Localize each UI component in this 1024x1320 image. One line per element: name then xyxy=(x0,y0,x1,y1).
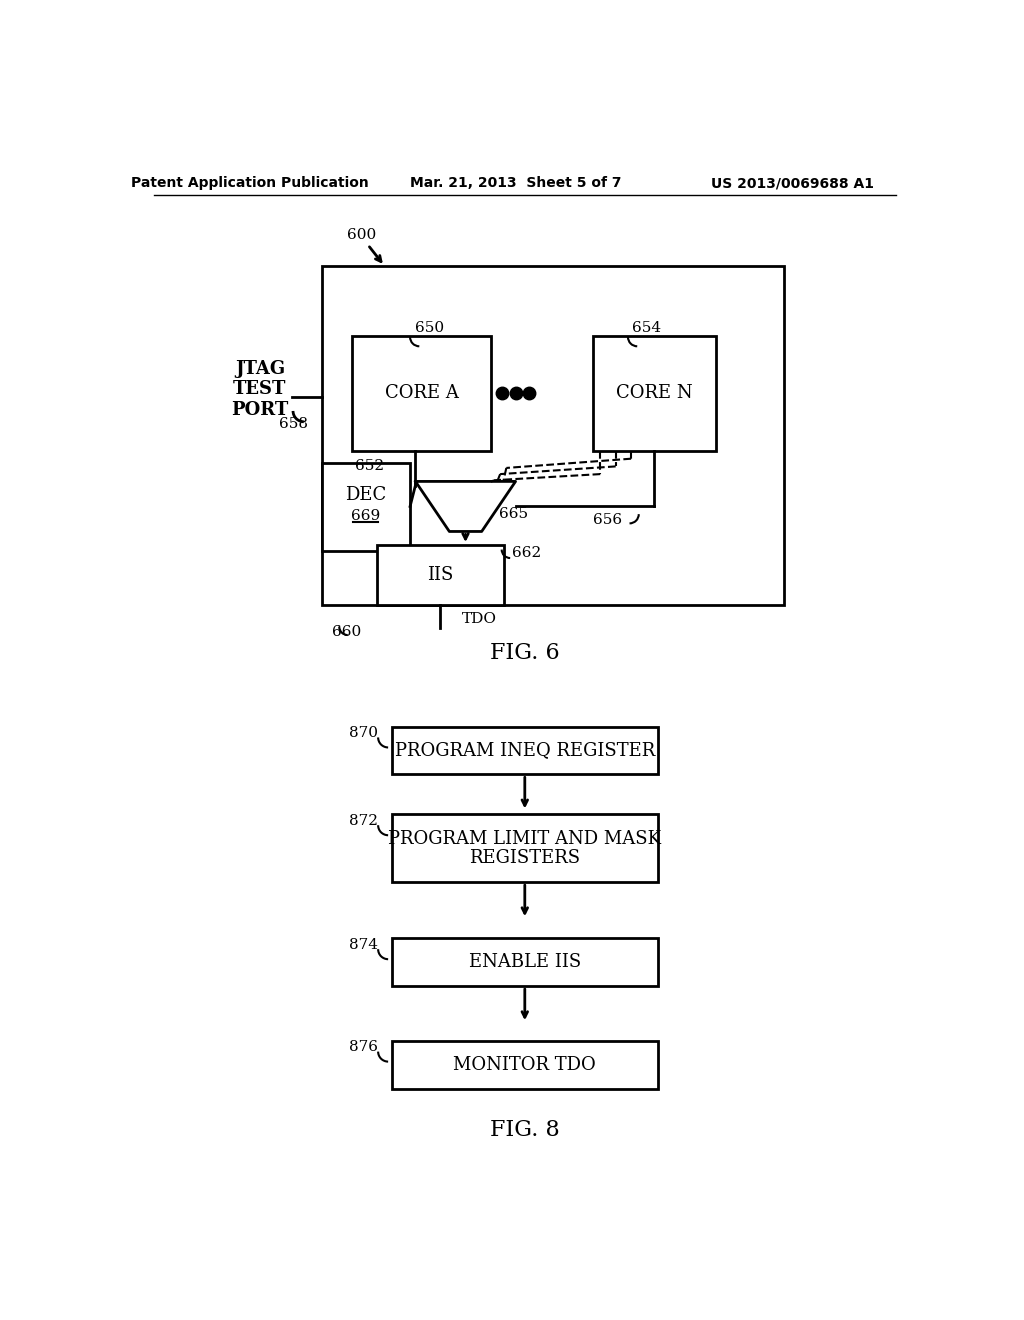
Text: 872: 872 xyxy=(349,813,378,828)
Bar xyxy=(392,939,657,986)
Text: CORE A: CORE A xyxy=(385,384,459,403)
Bar xyxy=(352,335,490,451)
Text: CORE N: CORE N xyxy=(615,384,692,403)
Text: 669: 669 xyxy=(351,510,381,523)
Bar xyxy=(377,545,504,605)
Text: FIG. 8: FIG. 8 xyxy=(489,1119,560,1140)
Text: REGISTERS: REGISTERS xyxy=(469,849,581,866)
Text: Patent Application Publication: Patent Application Publication xyxy=(131,176,369,190)
Bar xyxy=(392,726,657,775)
Text: 656: 656 xyxy=(593,513,623,527)
Text: JTAG
TEST
PORT: JTAG TEST PORT xyxy=(231,359,289,420)
Bar xyxy=(322,267,783,605)
Text: 870: 870 xyxy=(349,726,378,739)
Text: 660: 660 xyxy=(333,624,361,639)
Text: 600: 600 xyxy=(347,228,376,243)
Text: IIS: IIS xyxy=(427,566,454,583)
Text: Mar. 21, 2013  Sheet 5 of 7: Mar. 21, 2013 Sheet 5 of 7 xyxy=(410,176,622,190)
Text: ENABLE IIS: ENABLE IIS xyxy=(469,953,581,972)
Text: FIG. 6: FIG. 6 xyxy=(490,642,559,664)
Text: PROGRAM LIMIT AND MASK: PROGRAM LIMIT AND MASK xyxy=(388,830,662,847)
Text: 874: 874 xyxy=(349,937,378,952)
Text: 658: 658 xyxy=(280,417,308,432)
Text: PROGRAM INEQ REGISTER: PROGRAM INEQ REGISTER xyxy=(394,742,655,759)
Text: 665: 665 xyxy=(499,507,527,521)
Text: 876: 876 xyxy=(349,1040,378,1053)
Bar xyxy=(593,335,716,451)
Bar xyxy=(392,814,657,882)
Text: US 2013/0069688 A1: US 2013/0069688 A1 xyxy=(712,176,874,190)
Text: MONITOR TDO: MONITOR TDO xyxy=(454,1056,596,1073)
Text: 662: 662 xyxy=(512,545,541,560)
Bar xyxy=(392,1040,657,1089)
Text: 652: 652 xyxy=(354,459,384,474)
Text: TDO: TDO xyxy=(462,612,497,626)
Bar xyxy=(322,462,410,552)
Text: 650: 650 xyxy=(415,321,443,335)
Text: DEC: DEC xyxy=(345,486,386,504)
Text: 654: 654 xyxy=(632,321,662,335)
